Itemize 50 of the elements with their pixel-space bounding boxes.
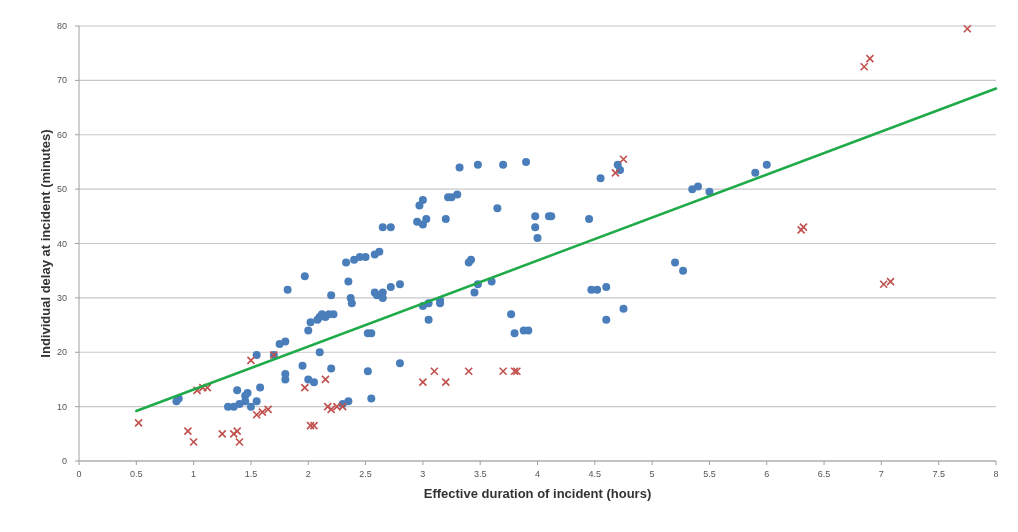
x-tick-label: 3.5 bbox=[473, 469, 487, 479]
point bbox=[418, 377, 428, 387]
y-tick-label: 20 bbox=[56, 347, 67, 358]
y-axis-title: Individual delay at incident (minutes) bbox=[38, 129, 53, 358]
y-tick-label: 60 bbox=[56, 129, 67, 140]
x-tick-label: 5 bbox=[649, 469, 655, 479]
point bbox=[512, 366, 522, 376]
point bbox=[321, 375, 330, 384]
y-tick-label: 10 bbox=[56, 401, 67, 412]
x-tick-label: 4 bbox=[534, 469, 541, 479]
point bbox=[217, 429, 227, 439]
x-tick-label: 0 bbox=[76, 469, 82, 479]
y-tick-label: 0 bbox=[61, 456, 67, 466]
x-tick-label: 1.5 bbox=[244, 469, 258, 479]
point bbox=[183, 426, 193, 436]
x-tick-label: 6.5 bbox=[817, 469, 831, 479]
x-tick-label: 5.5 bbox=[703, 469, 716, 479]
point bbox=[498, 366, 508, 376]
x-tick-label: 7 bbox=[878, 469, 884, 479]
point bbox=[134, 418, 143, 428]
point bbox=[865, 54, 875, 63]
point bbox=[309, 421, 319, 430]
point bbox=[430, 366, 439, 376]
x-tick-label: 6 bbox=[764, 469, 770, 479]
x-tick-label: 7.5 bbox=[932, 469, 945, 479]
y-tick-label: 30 bbox=[56, 292, 67, 303]
point bbox=[611, 168, 620, 178]
point bbox=[300, 383, 310, 392]
y-tick-label: 80 bbox=[56, 21, 67, 31]
x-tick-label: 8 bbox=[993, 469, 999, 479]
x-tick-label: 3 bbox=[420, 469, 426, 479]
point bbox=[441, 377, 451, 387]
point bbox=[464, 366, 474, 376]
point bbox=[963, 24, 972, 34]
point bbox=[510, 366, 519, 376]
y-tick-label: 50 bbox=[56, 184, 67, 195]
x-tick-label: 4.5 bbox=[588, 469, 602, 479]
point bbox=[189, 437, 198, 447]
x-tick-label: 2.5 bbox=[359, 469, 372, 479]
point bbox=[859, 62, 869, 72]
point bbox=[246, 356, 256, 365]
y-tick-label: 40 bbox=[56, 238, 67, 249]
x-tick-label: 1 bbox=[191, 469, 197, 479]
x-tick-label: 2 bbox=[305, 469, 311, 479]
point bbox=[306, 421, 315, 430]
y-tick-label: 70 bbox=[56, 75, 67, 86]
point bbox=[235, 437, 244, 447]
x-tick-label: 0.5 bbox=[130, 469, 143, 479]
x-axis-title: Effective duration of incident (hours) bbox=[423, 486, 652, 501]
point bbox=[619, 154, 628, 164]
